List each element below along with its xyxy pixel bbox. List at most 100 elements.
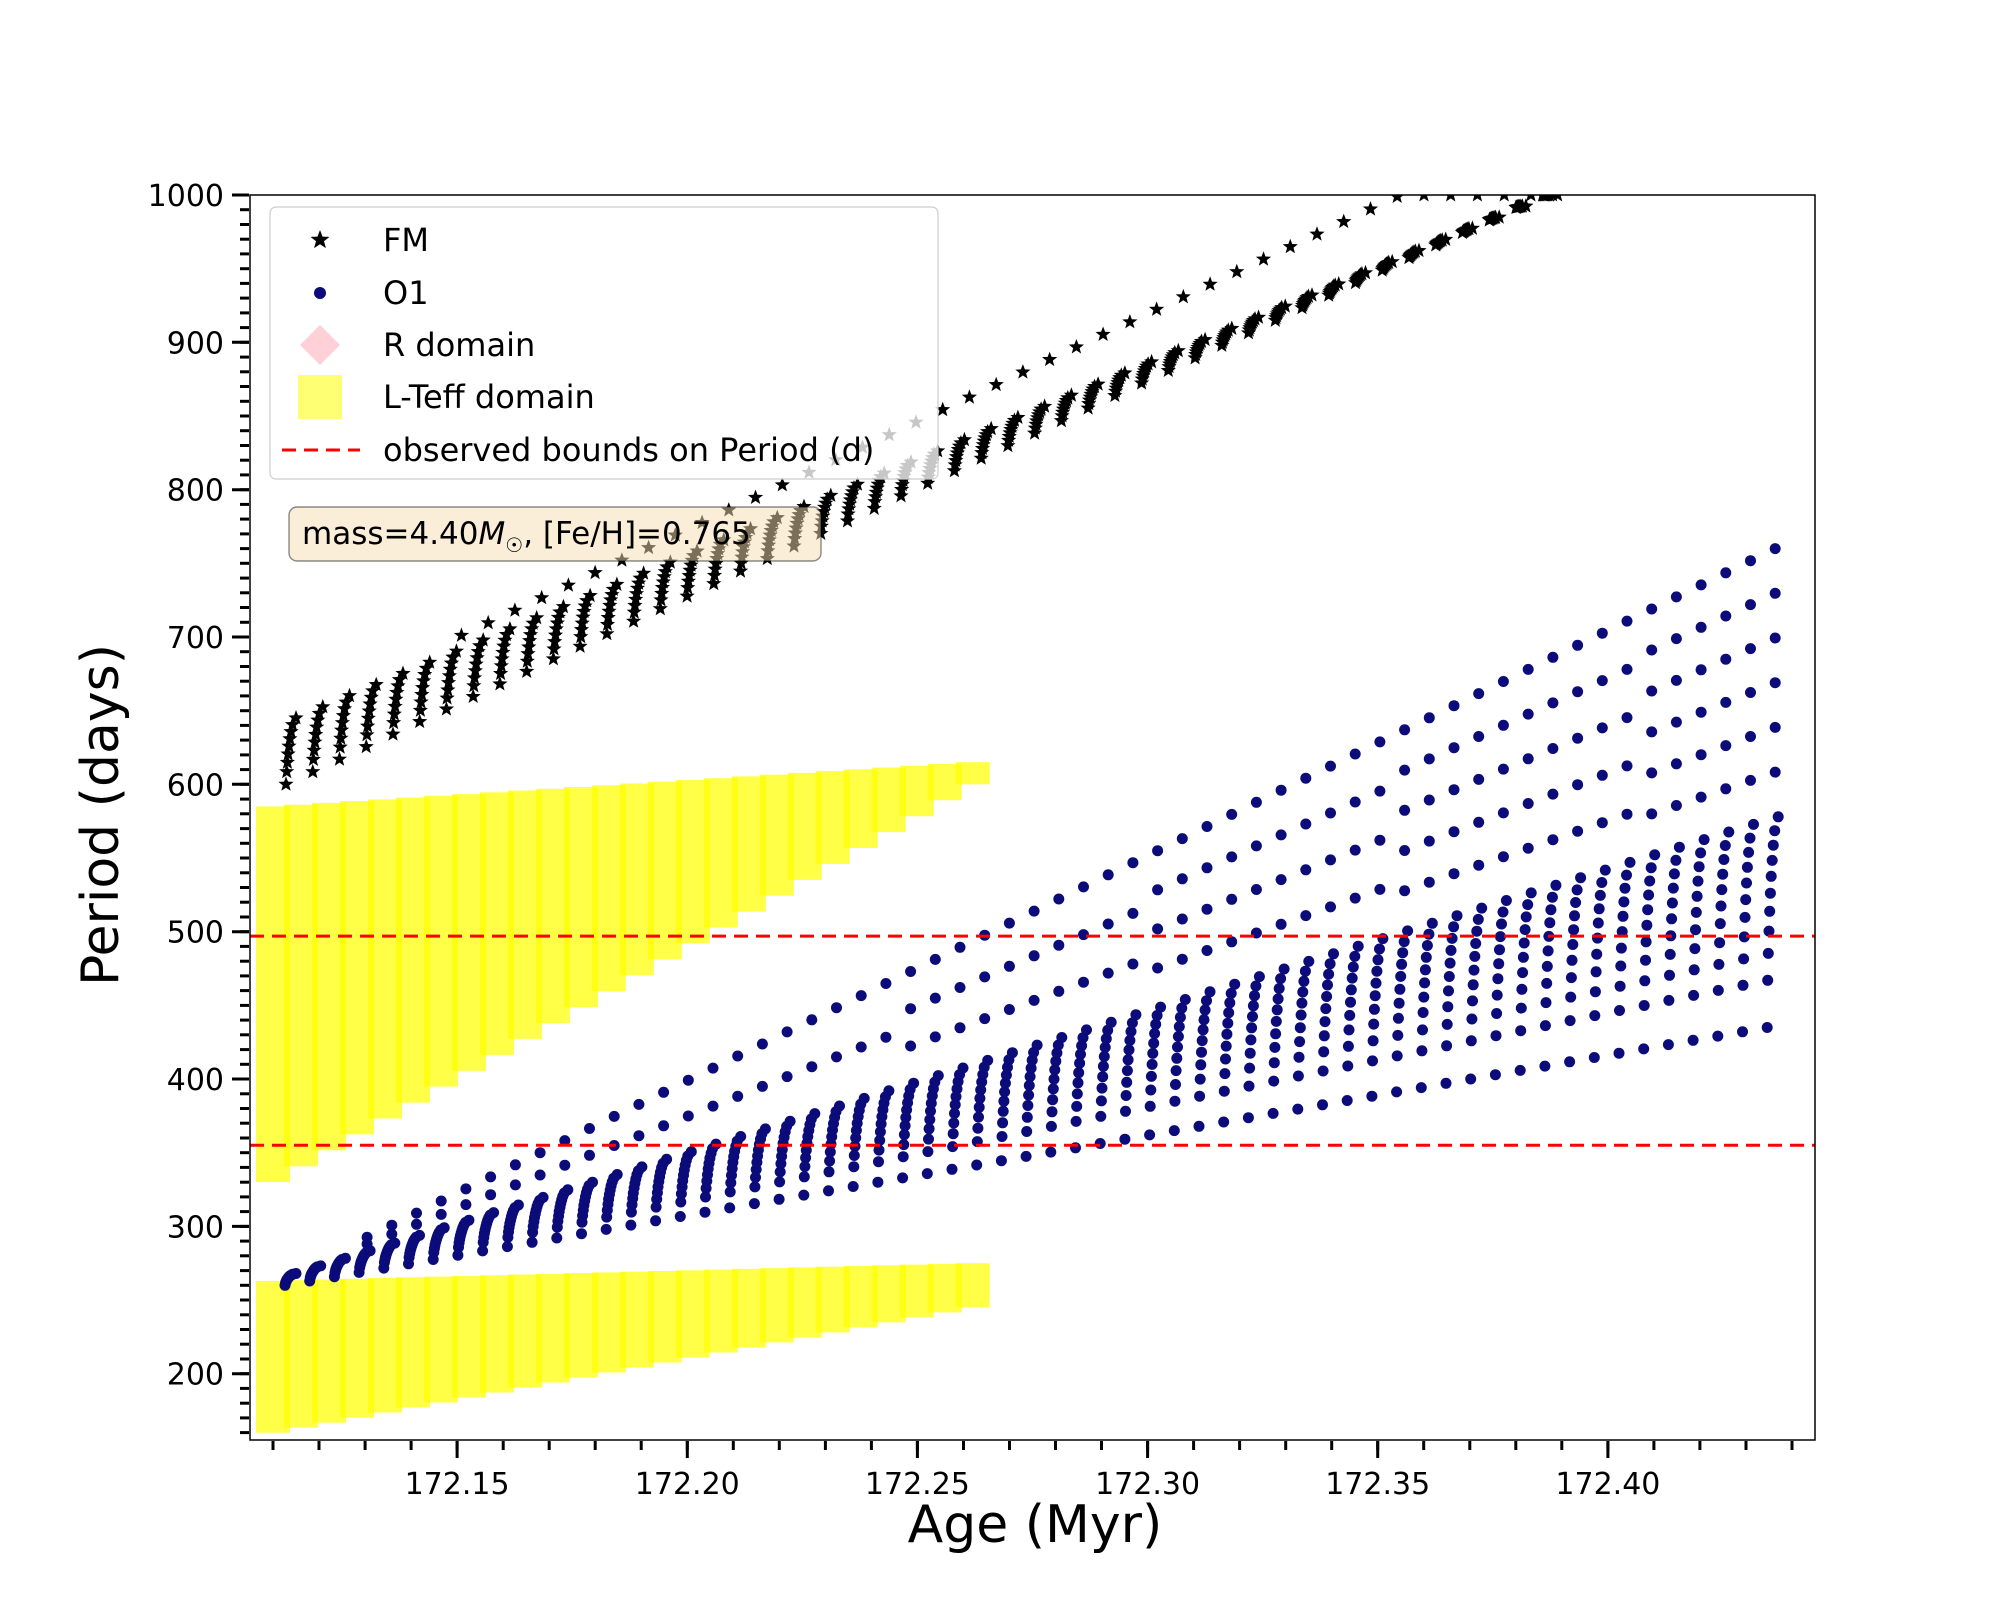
fm-star — [497, 632, 513, 647]
fm-star — [360, 718, 376, 733]
o1-point — [1547, 788, 1559, 800]
o1-point — [1226, 936, 1238, 948]
o1-point — [824, 1146, 836, 1158]
o1-point — [1349, 950, 1361, 962]
o1-point — [1695, 791, 1707, 803]
fm-star — [465, 688, 481, 703]
fm-star — [1282, 238, 1298, 254]
o1-point — [949, 1099, 961, 1111]
o1-point — [559, 1159, 571, 1171]
fm-star — [823, 487, 839, 502]
o1-point — [1124, 1034, 1136, 1046]
fm-star — [288, 710, 304, 725]
o1-point — [1028, 950, 1040, 962]
fm-star — [1255, 251, 1272, 266]
o1-point — [1761, 1022, 1773, 1033]
legend: FM O1 R domain L-Teff domain observed bounds… — [269, 206, 939, 480]
o1-point — [1569, 910, 1580, 922]
o1-point — [1720, 740, 1732, 752]
o1-point — [1374, 736, 1386, 748]
o1-point — [707, 1062, 719, 1074]
fm-star — [609, 576, 625, 591]
o1-point — [947, 1128, 959, 1140]
o1-point — [1150, 1018, 1162, 1030]
fm-star — [600, 609, 616, 625]
o1-point — [1155, 1001, 1167, 1013]
o1-point — [1151, 1010, 1163, 1021]
y-tick-label: 700 — [167, 621, 224, 656]
o1-point — [1172, 1041, 1183, 1053]
fm-star — [278, 776, 294, 791]
y-tick-label: 500 — [167, 916, 224, 951]
fm-star — [1552, 195, 1563, 202]
o1-point — [1298, 975, 1310, 987]
x-axis: 172.15 172.20 172.25 172.30 172.35 172.40 — [271, 1441, 1794, 1502]
fm-star — [412, 713, 428, 729]
o1-point — [1198, 1014, 1210, 1026]
o1-point — [874, 1134, 886, 1146]
o1-point — [1423, 753, 1435, 765]
o1-point — [1023, 1080, 1035, 1091]
fm-star — [438, 701, 455, 716]
fm-star — [1309, 226, 1325, 241]
o1-point — [735, 1131, 747, 1142]
o1-point — [898, 1129, 910, 1141]
o1-point — [411, 1207, 422, 1219]
o1-point — [957, 1062, 969, 1074]
fm-star — [662, 554, 678, 569]
o1-point — [1049, 1064, 1061, 1076]
o1-point — [1497, 763, 1509, 775]
y-tick-label: 300 — [167, 1210, 224, 1245]
fm-star — [1472, 195, 1483, 202]
o1-point — [1596, 769, 1608, 781]
o1-point — [880, 1031, 892, 1043]
o1-point — [512, 1199, 524, 1211]
o1-point — [946, 1163, 958, 1175]
o1-point — [1738, 953, 1750, 965]
fm-star — [946, 462, 962, 478]
fm-star — [310, 712, 326, 727]
fm-star — [413, 694, 429, 709]
o1-point — [1473, 859, 1485, 871]
o1-point — [995, 1155, 1007, 1167]
fm-star — [453, 627, 470, 642]
o1-point — [1497, 807, 1509, 819]
o1-point — [1522, 753, 1534, 765]
o1-point — [1176, 953, 1188, 965]
o1-point — [1670, 758, 1682, 770]
o1-point — [1448, 700, 1460, 712]
o1-point — [1048, 1073, 1060, 1085]
fm-star — [395, 665, 411, 680]
o1-point — [1418, 991, 1430, 1003]
o1-point — [973, 1111, 984, 1123]
o1-point — [1417, 1024, 1428, 1036]
o1-point — [834, 1100, 845, 1112]
o1-point — [485, 1189, 497, 1201]
fm-star — [1000, 437, 1016, 453]
o1-point — [1197, 1024, 1209, 1036]
o1-point — [847, 1181, 859, 1192]
fm-star — [679, 588, 695, 603]
fm-star — [387, 698, 403, 713]
fm-star — [840, 506, 856, 521]
o1-point — [1268, 1075, 1280, 1087]
fm-star — [1357, 264, 1374, 280]
fm-star — [492, 676, 508, 691]
o1-point — [1125, 1026, 1137, 1037]
o1-point — [831, 1002, 842, 1014]
o1-point — [1544, 917, 1556, 929]
fm-star — [279, 763, 295, 779]
fm-star — [282, 730, 298, 746]
o1-point — [1720, 783, 1732, 795]
o1-point — [1515, 1002, 1527, 1014]
fm-star — [1464, 220, 1480, 235]
fm-star — [547, 633, 563, 649]
o1-point — [534, 1147, 546, 1159]
o1-point — [1399, 845, 1411, 856]
o1-point — [559, 1135, 571, 1147]
o1-point — [537, 1191, 549, 1203]
o1-point — [823, 1185, 834, 1197]
o1-point — [1698, 834, 1710, 846]
y-axis-title: Period (days) — [71, 644, 131, 986]
fm-star — [422, 654, 438, 669]
